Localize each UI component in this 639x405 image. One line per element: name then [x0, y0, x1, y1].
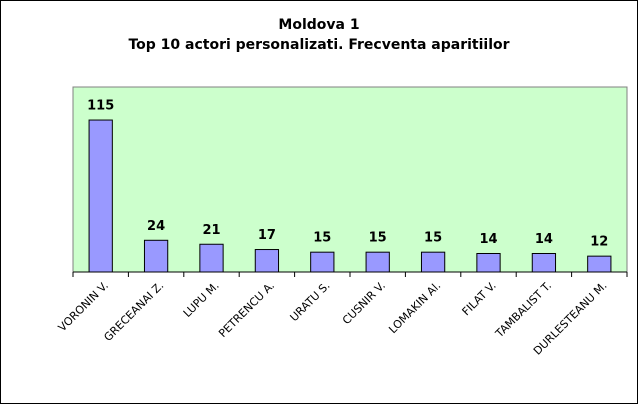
- chart-title: Moldova 1: [278, 17, 359, 33]
- chart-subtitle: Top 10 actori personalizati. Frecventa a…: [128, 37, 509, 53]
- data-label: 17: [258, 228, 276, 243]
- bar: [88, 119, 113, 273]
- bar: [587, 255, 612, 273]
- data-label: 115: [87, 99, 114, 114]
- data-label: 15: [313, 231, 331, 246]
- bar: [310, 251, 335, 273]
- data-label: 15: [369, 231, 387, 246]
- bar: [365, 251, 390, 273]
- data-label: 12: [590, 235, 608, 250]
- bar: [199, 243, 224, 273]
- bar: [143, 239, 169, 273]
- data-label: 15: [424, 231, 442, 246]
- bar: [254, 249, 280, 273]
- data-label: 14: [535, 232, 553, 247]
- bar: [476, 253, 501, 273]
- data-label: 21: [202, 223, 220, 238]
- bar: [420, 251, 446, 273]
- data-label: 14: [479, 232, 497, 247]
- data-label: 24: [147, 219, 165, 234]
- bar: [531, 253, 557, 273]
